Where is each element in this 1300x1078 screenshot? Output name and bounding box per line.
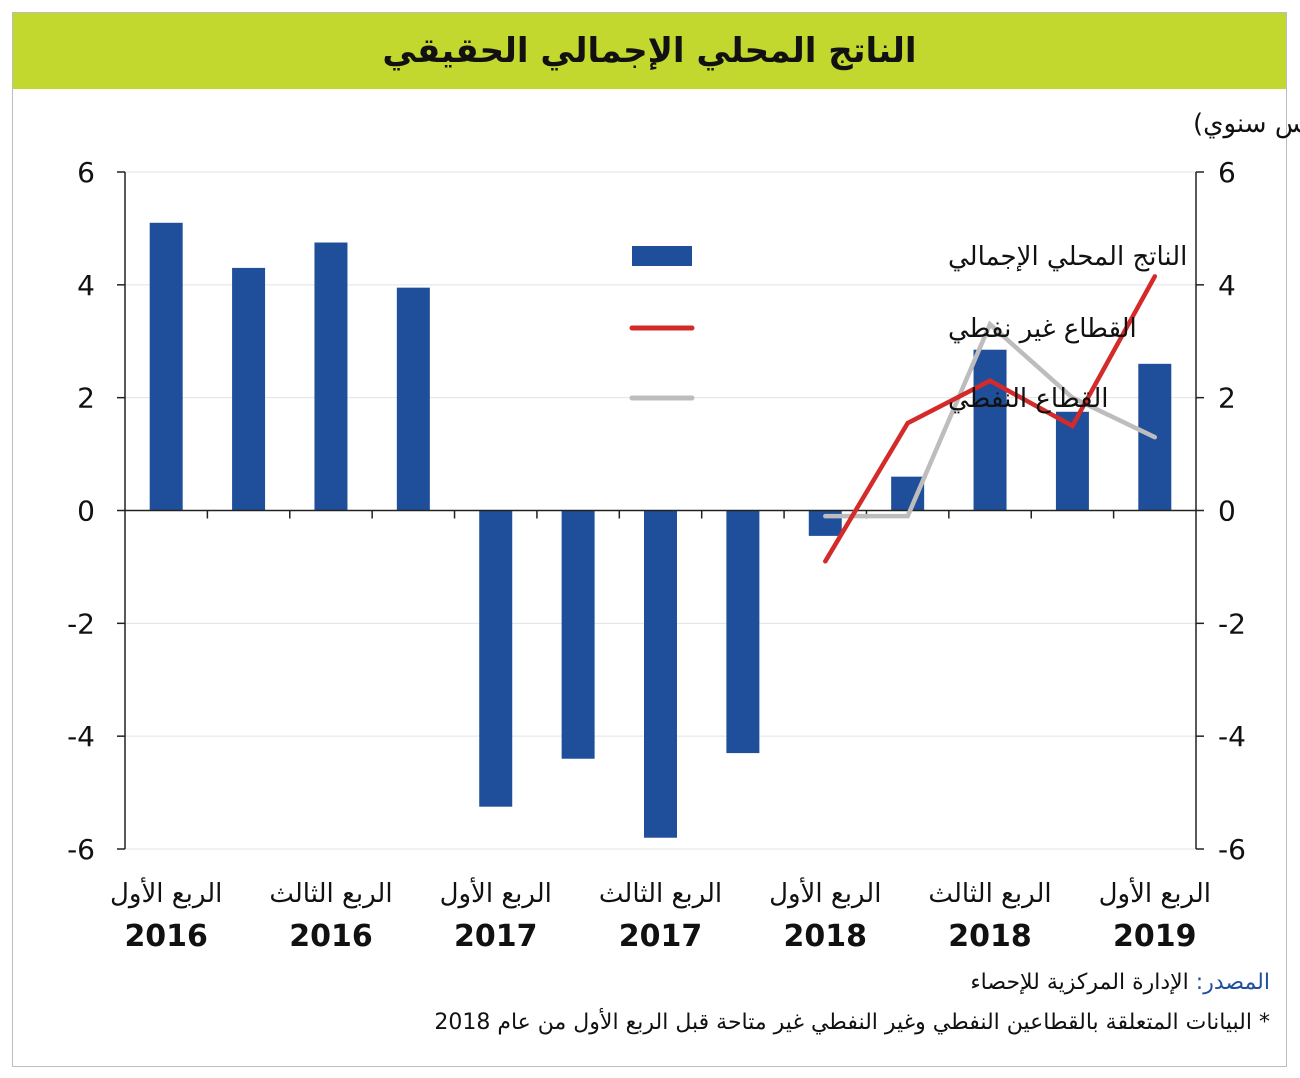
y-tick-label-right: -2 bbox=[1218, 607, 1246, 640]
source-text: الإدارة المركزية للإحصاء bbox=[970, 970, 1196, 995]
x-tick-label-year: 2017 bbox=[454, 919, 538, 954]
chart-title: الناتج المحلي الإجمالي الحقيقي bbox=[382, 31, 917, 71]
y-tick-label-left: -4 bbox=[67, 720, 95, 753]
bar bbox=[726, 510, 760, 754]
y-tick-label-left: 4 bbox=[77, 269, 95, 302]
title-bar: الناتج المحلي الإجمالي الحقيقي bbox=[13, 13, 1286, 89]
source-line: المصدر: الإدارة المركزية للإحصاء bbox=[970, 970, 1270, 995]
legend-label: الناتج المحلي الإجمالي bbox=[948, 242, 1187, 272]
series-line bbox=[823, 274, 1158, 564]
bar bbox=[561, 510, 595, 759]
y-tick-label-left: 2 bbox=[77, 382, 95, 415]
bar bbox=[149, 222, 183, 511]
y-tick-label-right: 0 bbox=[1218, 495, 1236, 528]
chart-frame: الناتج المحلي الإجمالي الحقيقي bbox=[12, 12, 1287, 1067]
x-tick-label: الربع الثالث bbox=[269, 879, 392, 909]
x-tick-label: الربع الأول bbox=[110, 876, 222, 909]
x-tick-label-year: 2018 bbox=[948, 919, 1032, 954]
x-tick-label: الربع الأول bbox=[440, 876, 552, 909]
y-tick-label-left: 0 bbox=[77, 495, 95, 528]
source-label: المصدر: bbox=[1195, 970, 1270, 995]
series-line bbox=[823, 320, 1158, 519]
y-tick-label-right: 6 bbox=[1218, 156, 1236, 189]
x-tick-label: الربع الثالث bbox=[928, 879, 1051, 909]
x-tick-label-year: 2016 bbox=[289, 919, 373, 954]
x-tick-label-year: 2019 bbox=[1113, 919, 1197, 954]
y-tick-label-left: 6 bbox=[77, 156, 95, 189]
y-tick-label-left: -2 bbox=[67, 607, 95, 640]
x-tick-label: الربع الثالث bbox=[599, 879, 722, 909]
bar bbox=[973, 349, 1007, 511]
bar bbox=[644, 510, 677, 838]
legend-label: القطاع النفطي bbox=[948, 384, 1108, 414]
x-tick-label-year: 2016 bbox=[124, 919, 208, 954]
y-tick-label-left: -6 bbox=[67, 833, 95, 866]
x-tick-label: الربع الأول bbox=[1099, 876, 1211, 909]
bar bbox=[396, 287, 430, 511]
y-tick-label-right: 2 bbox=[1218, 382, 1236, 415]
x-tick-label: الربع الأول bbox=[769, 876, 881, 909]
bar bbox=[232, 267, 266, 511]
y-tick-label-right: -6 bbox=[1218, 833, 1246, 866]
unit-note: (% على أساس سنوي) bbox=[1193, 105, 1300, 139]
bar bbox=[479, 510, 513, 807]
bar bbox=[314, 242, 348, 511]
x-tick-label-year: 2018 bbox=[784, 919, 868, 954]
y-tick-label-right: -4 bbox=[1218, 720, 1246, 753]
footnote: * البيانات المتعلقة بالقطاعين النفطي وغي… bbox=[434, 1010, 1270, 1035]
legend-label: القطاع غير نفطي bbox=[948, 314, 1137, 344]
legend-swatch-bar bbox=[632, 246, 692, 266]
y-tick-label-right: 4 bbox=[1218, 269, 1236, 302]
x-tick-label-year: 2017 bbox=[619, 919, 703, 954]
